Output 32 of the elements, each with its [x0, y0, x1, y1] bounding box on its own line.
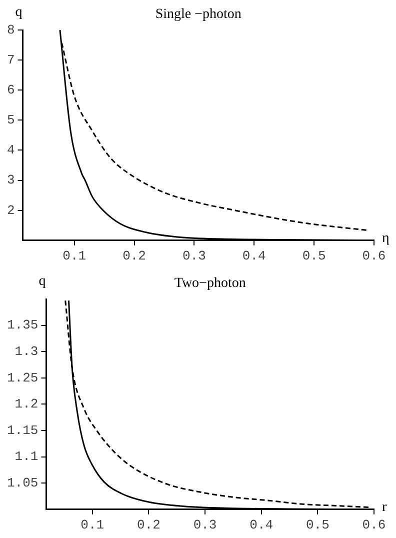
- x-tick-label: 0.3: [193, 518, 217, 533]
- y-tick-label: 2: [6, 202, 15, 218]
- x-tick-label: 0.1: [80, 518, 104, 533]
- x-tick-label: 0.5: [306, 518, 330, 533]
- y-tick-label: 1.15: [6, 422, 38, 438]
- y-tick-label: 1.05: [6, 476, 38, 491]
- x-tick-label: 0.5: [302, 248, 326, 264]
- y-tick-label: 1.35: [6, 318, 38, 333]
- x-axis-title: r: [382, 500, 387, 516]
- x-tick-label: 0.2: [122, 248, 146, 264]
- y-tick-label: 1.25: [6, 370, 38, 386]
- y-tick-label: 4: [6, 142, 15, 158]
- x-tick-label: 0.1: [62, 248, 86, 264]
- chart-title: Single −photon: [155, 7, 242, 22]
- y-tick-label: 3: [6, 172, 15, 188]
- y-axis-title: q: [38, 274, 46, 289]
- y-tick-label: 5: [6, 112, 15, 128]
- chart-title: Two−photon: [174, 276, 246, 291]
- x-axis-title: η: [382, 231, 390, 246]
- y-axis-title: q: [15, 5, 22, 20]
- y-tick-label: 7: [6, 52, 15, 68]
- x-tick-label: 0.4: [250, 518, 274, 533]
- y-tick-label: 6: [6, 82, 15, 98]
- x-tick-label: 0.3: [182, 248, 206, 264]
- x-tick-label: 0.6: [362, 248, 386, 264]
- x-tick-label: 0.6: [362, 518, 386, 533]
- y-tick-label: 1.1: [14, 449, 38, 464]
- y-tick-label: 1.3: [14, 344, 38, 360]
- y-tick-label: 1.2: [14, 396, 38, 412]
- y-tick-label: 8: [6, 22, 15, 38]
- x-tick-label: 0.2: [137, 518, 160, 533]
- x-tick-label: 0.4: [242, 248, 266, 264]
